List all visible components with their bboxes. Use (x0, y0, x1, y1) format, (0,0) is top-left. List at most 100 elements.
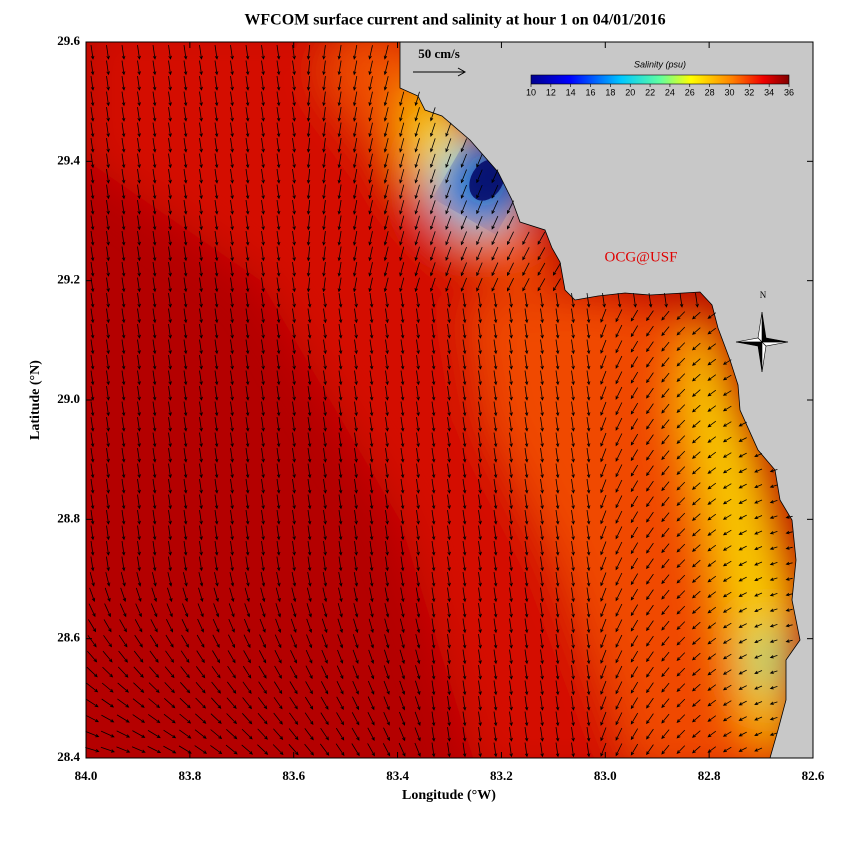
current-arrow (106, 122, 110, 138)
current-arrow (354, 541, 358, 556)
current-arrow (692, 714, 701, 723)
current-arrow (722, 560, 732, 567)
current-arrow (478, 510, 482, 525)
current-arrow (261, 510, 265, 525)
current-arrow (384, 618, 390, 634)
current-arrow (106, 432, 110, 448)
current-arrow (676, 435, 686, 445)
current-arrow (323, 494, 327, 510)
current-arrow (769, 593, 778, 597)
current-arrow (152, 107, 157, 122)
current-arrow (661, 341, 670, 352)
current-arrow (676, 574, 686, 584)
current-arrow (337, 246, 342, 262)
current-arrow (322, 107, 326, 122)
current-arrow (183, 200, 188, 215)
current-arrow (183, 556, 188, 572)
current-arrow (230, 525, 234, 541)
current-arrow (571, 696, 575, 711)
current-arrow (478, 649, 482, 665)
current-arrow (368, 262, 373, 277)
current-arrow (400, 556, 405, 572)
current-arrow (600, 727, 607, 742)
current-arrow (168, 169, 172, 184)
colorbar-tick-label: 18 (605, 87, 615, 97)
current-arrow (214, 525, 219, 541)
current-arrow (121, 541, 126, 556)
current-arrow (261, 45, 265, 60)
current-arrow (462, 417, 467, 432)
current-arrow (462, 541, 467, 556)
current-arrow (537, 278, 546, 292)
current-arrow (322, 60, 326, 76)
current-arrow (676, 466, 686, 476)
current-arrow (121, 401, 126, 417)
current-arrow (399, 680, 406, 695)
current-arrow (571, 401, 575, 417)
current-arrow (476, 184, 483, 199)
current-arrow (447, 463, 451, 479)
current-arrow (692, 435, 701, 444)
current-arrow (90, 525, 95, 541)
current-arrow (179, 697, 191, 709)
current-arrow (323, 370, 327, 386)
current-arrow (352, 649, 359, 664)
current-arrow (276, 231, 281, 246)
current-arrow (754, 577, 763, 581)
current-arrow (692, 575, 701, 583)
current-arrow (571, 634, 575, 649)
current-arrow (385, 525, 389, 541)
current-arrow (323, 386, 327, 401)
current-arrow (147, 746, 162, 753)
current-arrow (163, 713, 176, 724)
current-arrow (509, 556, 513, 572)
current-arrow (462, 587, 467, 603)
current-arrow (230, 169, 234, 184)
current-arrow (289, 665, 298, 680)
current-arrow (537, 247, 546, 261)
current-arrow (276, 184, 281, 200)
current-arrow (416, 541, 420, 556)
current-arrow (245, 479, 250, 494)
current-arrow (106, 324, 110, 339)
current-arrow (509, 572, 513, 587)
current-arrow (214, 215, 219, 231)
current-arrow (399, 696, 406, 711)
current-arrow (722, 715, 732, 722)
current-arrow (152, 153, 157, 169)
current-arrow (447, 494, 451, 510)
current-arrow (447, 510, 451, 525)
current-arrow (692, 420, 701, 428)
current-arrow (137, 153, 141, 169)
current-arrow (630, 697, 639, 710)
current-arrow (214, 91, 219, 107)
current-arrow (106, 60, 110, 76)
current-arrow (337, 215, 342, 231)
current-arrow (353, 215, 358, 231)
current-arrow (615, 433, 623, 447)
current-arrow (785, 623, 793, 628)
current-arrow (214, 479, 219, 494)
current-arrow (385, 401, 389, 417)
current-arrow (447, 308, 451, 324)
current-arrow (769, 546, 778, 550)
current-arrow (738, 421, 747, 427)
current-arrow (478, 696, 482, 711)
current-arrow (769, 484, 778, 488)
current-arrow (152, 448, 157, 463)
current-arrow (273, 681, 283, 695)
current-arrow (722, 684, 732, 691)
current-arrow (168, 262, 172, 277)
current-arrow (178, 745, 192, 754)
current-arrow (338, 510, 343, 525)
current-arrow (524, 494, 529, 510)
current-arrow (462, 696, 467, 711)
current-arrow (676, 497, 686, 507)
current-arrow (167, 572, 173, 587)
current-arrow (197, 603, 204, 618)
current-arrow (509, 541, 513, 556)
current-arrow (137, 60, 141, 76)
current-arrow (416, 463, 420, 479)
current-arrow (259, 603, 266, 618)
